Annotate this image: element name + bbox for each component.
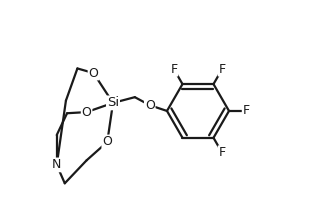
Text: F: F [219, 146, 226, 159]
Text: O: O [145, 99, 155, 112]
Text: F: F [219, 63, 226, 76]
Text: O: O [102, 135, 112, 148]
Text: O: O [89, 67, 98, 80]
Text: Si: Si [107, 96, 119, 109]
Text: F: F [243, 104, 250, 117]
Text: N: N [52, 158, 61, 171]
Text: F: F [170, 63, 178, 76]
Text: O: O [82, 106, 91, 119]
